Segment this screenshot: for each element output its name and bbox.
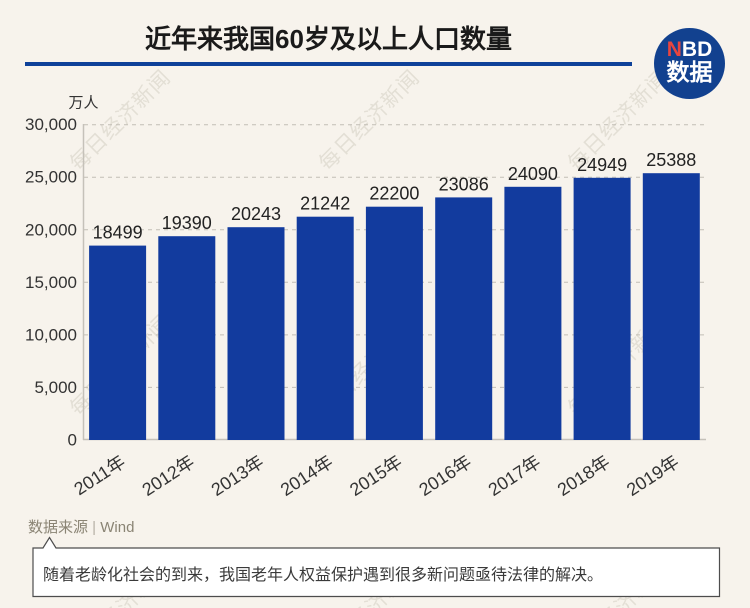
svg-text:2018年: 2018年 [554,452,614,500]
svg-text:2012年: 2012年 [139,452,199,500]
svg-text:25388: 25388 [646,150,696,170]
svg-text:23086: 23086 [439,174,489,194]
svg-text:24090: 24090 [508,164,558,184]
svg-text:2015年: 2015年 [346,452,406,500]
svg-text:25,000: 25,000 [25,168,77,187]
svg-text:5,000: 5,000 [34,378,77,397]
svg-text:2013年: 2013年 [208,452,268,500]
svg-text:15,000: 15,000 [25,273,77,292]
svg-text:万人: 万人 [69,95,99,112]
svg-text:2011年: 2011年 [70,452,128,500]
svg-text:24949: 24949 [577,155,627,175]
svg-text:随着老龄化社会的到来，我国老年人权益保护遇到很多新问题亟待法: 随着老龄化社会的到来，我国老年人权益保护遇到很多新问题亟待法律的解决。 [43,566,603,584]
svg-text:18499: 18499 [93,223,143,243]
svg-text:20,000: 20,000 [25,220,77,239]
svg-text:2016年: 2016年 [415,452,475,500]
svg-text:21242: 21242 [300,194,350,214]
svg-text:10,000: 10,000 [25,325,77,344]
svg-text:30,000: 30,000 [25,115,77,134]
svg-text:22200: 22200 [369,184,419,204]
svg-text:19390: 19390 [162,213,212,233]
svg-text:20243: 20243 [231,204,281,224]
svg-text:0: 0 [68,431,77,450]
svg-text:2014年: 2014年 [277,452,337,500]
svg-text:2019年: 2019年 [623,452,683,500]
svg-text:2017年: 2017年 [485,452,545,500]
